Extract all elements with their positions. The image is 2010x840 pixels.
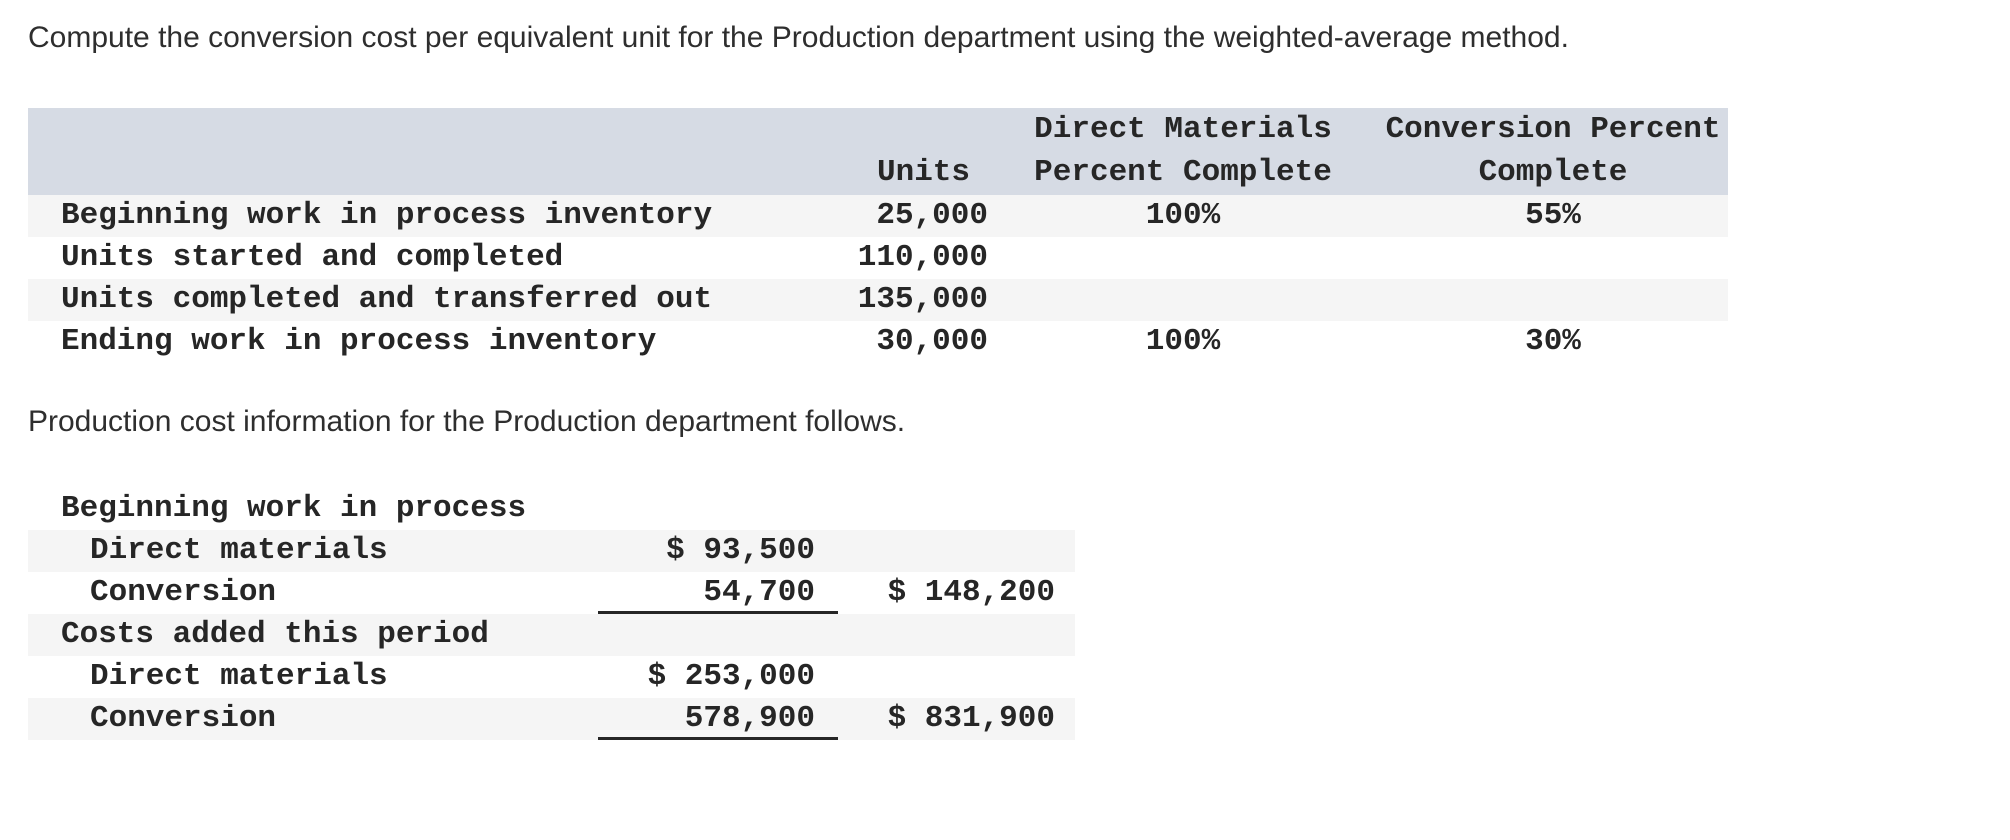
row-label: Direct materials bbox=[90, 659, 388, 694]
production-cost-table: Beginning work in process Direct materia… bbox=[28, 488, 1075, 740]
table-row: Beginning work in process inventory 25,0… bbox=[28, 195, 1728, 237]
row-label: Units started and completed bbox=[61, 240, 564, 275]
conversion-percent-value: 55% bbox=[1525, 198, 1581, 233]
row-label: Beginning work in process inventory bbox=[61, 198, 713, 233]
dm-percent-value: 100% bbox=[1145, 324, 1221, 359]
header-conversion-percent: Conversion Percent Complete bbox=[1385, 112, 1721, 190]
cost-info-text: Production cost information for the Prod… bbox=[28, 405, 906, 438]
table-row: Costs added this period bbox=[28, 614, 1075, 656]
total-value bbox=[838, 614, 1075, 656]
dm-percent-value bbox=[988, 237, 1378, 279]
row-label: Units completed and transferred out bbox=[61, 282, 713, 317]
total-value bbox=[838, 488, 1075, 530]
table-row: Direct materials $ 253,000 bbox=[28, 656, 1075, 698]
table-row: Direct materials $ 93,500 bbox=[28, 530, 1075, 572]
total-value bbox=[838, 530, 1075, 572]
amount-value-underlined: 54,700 bbox=[598, 572, 838, 614]
conversion-percent-value bbox=[1378, 279, 1728, 321]
amount-value bbox=[598, 488, 838, 530]
units-value: 30,000 bbox=[876, 324, 988, 359]
row-label: Direct materials bbox=[90, 533, 388, 568]
total-value: $ 831,900 bbox=[887, 701, 1055, 736]
dm-percent-value: 100% bbox=[1145, 198, 1221, 233]
table-row: Ending work in process inventory 30,000 … bbox=[28, 321, 1728, 363]
table-row: Units completed and transferred out 135,… bbox=[28, 279, 1728, 321]
dm-percent-value bbox=[988, 279, 1378, 321]
amount-value: $ 253,000 bbox=[647, 659, 815, 694]
units-value: 135,000 bbox=[857, 282, 988, 317]
amount-value-underlined: 578,900 bbox=[598, 698, 838, 740]
row-label: Ending work in process inventory bbox=[61, 324, 657, 359]
table-row: Units started and completed 110,000 bbox=[28, 237, 1728, 279]
total-value: $ 148,200 bbox=[887, 575, 1055, 610]
row-label: Beginning work in process bbox=[61, 491, 527, 526]
units-table: Units Direct Materials Percent Complete … bbox=[28, 108, 1728, 363]
header-direct-materials-percent: Direct Materials Percent Complete bbox=[1034, 112, 1332, 190]
table-row: Beginning work in process bbox=[28, 488, 1075, 530]
table-row: Conversion 578,900 $ 831,900 bbox=[28, 698, 1075, 740]
conversion-percent-value bbox=[1378, 237, 1728, 279]
amount-value: $ 93,500 bbox=[666, 533, 815, 568]
total-value bbox=[838, 656, 1075, 698]
conversion-percent-value: 30% bbox=[1525, 324, 1581, 359]
question-text: Compute the conversion cost per equivale… bbox=[28, 21, 1569, 54]
amount-value bbox=[598, 614, 838, 656]
table-row: Conversion 54,700 $ 148,200 bbox=[28, 572, 1075, 614]
units-value: 25,000 bbox=[876, 198, 988, 233]
units-table-header-row: Units Direct Materials Percent Complete … bbox=[28, 108, 1728, 195]
row-label: Costs added this period bbox=[61, 617, 489, 652]
row-label: Conversion bbox=[90, 575, 277, 610]
units-value: 110,000 bbox=[857, 240, 988, 275]
row-label: Conversion bbox=[90, 701, 277, 736]
header-units: Units bbox=[876, 155, 970, 190]
